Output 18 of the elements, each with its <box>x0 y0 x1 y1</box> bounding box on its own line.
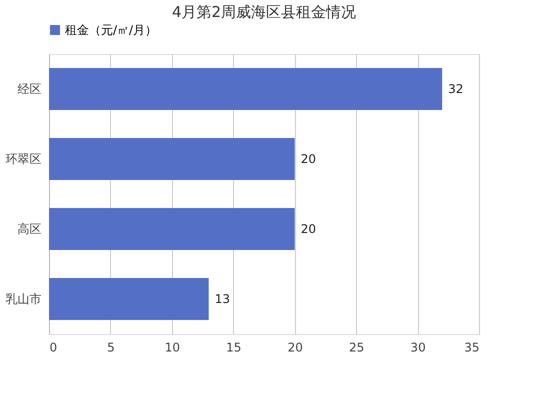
data-label: 32 <box>448 82 464 96</box>
data-label: 13 <box>214 292 230 306</box>
x-tick-label: 5 <box>107 340 115 354</box>
x-tick-label: 20 <box>288 340 303 354</box>
x-tick-label: 35 <box>464 340 480 354</box>
data-label: 20 <box>300 222 316 236</box>
data-label: 20 <box>300 152 316 166</box>
x-tick-label: 25 <box>349 340 364 354</box>
y-tick-label: 环翠区 <box>6 152 42 166</box>
x-tick-label: 0 <box>50 340 58 354</box>
y-tick-label: 高区 <box>18 222 42 236</box>
legend-label: 租金（元/㎡/月） <box>65 23 158 37</box>
x-tick-label: 10 <box>164 340 180 354</box>
x-tick-label: 30 <box>410 340 426 354</box>
chart-title: 4月第2周威海区县租金情况 <box>172 3 356 21</box>
x-tick-label: 15 <box>226 340 242 354</box>
y-tick-label: 乳山市 <box>6 292 42 306</box>
y-tick-label: 经区 <box>18 82 42 96</box>
